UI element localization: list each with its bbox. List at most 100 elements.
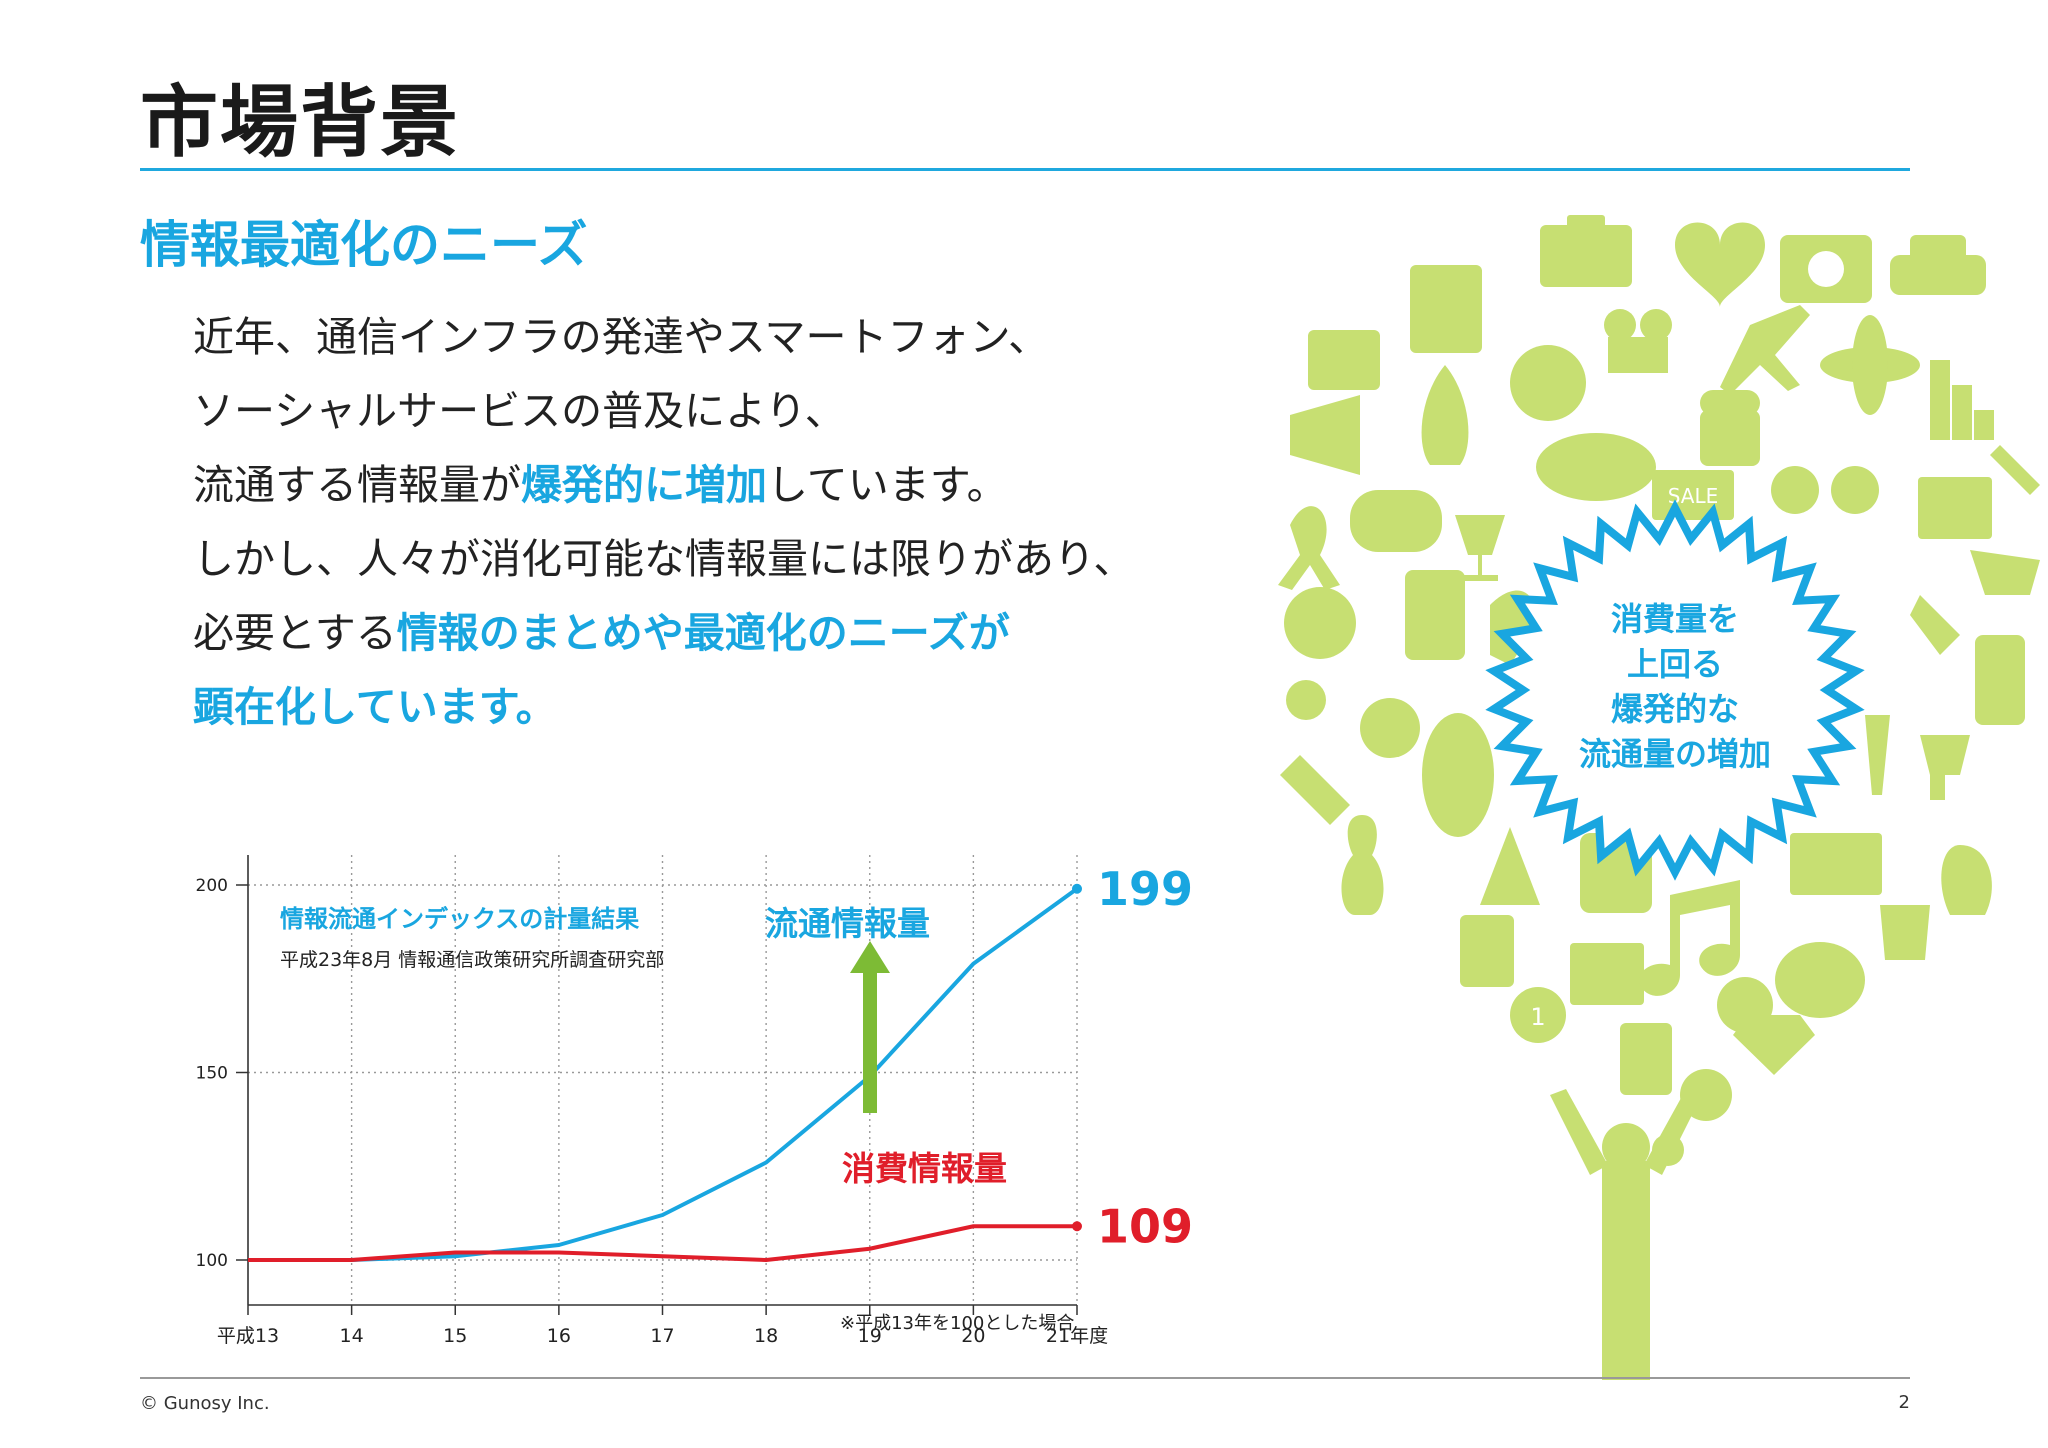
body-line-6: 顕在化しています。 [193,670,1134,744]
car-icon [1890,235,1986,295]
female-symbol-icon [1652,1134,1684,1166]
chart-svg: 100 150 200 平成13 14 15 16 17 18 19 20 21年度 情報流通インデッ… [196,845,1193,1347]
person-icon [1550,1089,1702,1381]
pen-icon [1280,755,1350,825]
rocket-icon [1421,365,1469,465]
palette-icon [1775,942,1865,1018]
bowling-pin-icon [1341,815,1384,915]
body-line-3-tail: しています。 [767,461,1008,509]
shopping-cart-icon [1970,550,2040,595]
sun-icon [1680,1069,1732,1121]
series-line [248,1224,1077,1262]
cutlery-icon [1865,715,1890,795]
body-text: 近年、通信インフラの発達やスマートフォン、 ソーシャルサービスの普及により、 流… [193,300,1134,744]
music-note-icon [1639,880,1740,996]
phone-icon [1975,635,2025,725]
football-icon [1536,433,1656,501]
icon-cloud: SALE [1278,215,2040,1381]
body-line-2: ソーシャルサービスの普及により、 [193,387,846,435]
x-tick-label: 19 [858,1325,882,1347]
burst-line-2: 上回る [1627,645,1723,683]
tennis-ball-icon [1360,698,1420,758]
billiard-ball-icon [1284,587,1356,659]
award-badge-number: 1 [1530,1003,1545,1031]
baby-icon [1941,845,1992,915]
burst-line-4: 流通量の増加 [1579,735,1771,773]
body-highlight-optimization-needs: 情報のまとめや最適化のニーズが [396,609,1010,657]
body-highlight-explosive-increase: 爆発的に増加 [521,461,767,509]
bicycle-icon [1771,466,1879,514]
award-badge-icon: 1 [1510,987,1566,1043]
footer-divider [140,1377,1910,1379]
burst-shape [1485,499,1865,881]
tv-icon [1308,330,1380,390]
series-end-point [1072,1221,1082,1232]
drink-icon [1620,1023,1672,1095]
information-index-chart: 100 150 200 平成13 14 15 16 17 18 19 20 21年度 情報流通インデッ… [180,845,1440,1375]
info-tree-illustration: SALE [1270,215,2048,1381]
page-title: 市場背景 [140,78,461,168]
male-symbol-icon [1286,680,1326,720]
series-end-point [1072,883,1082,894]
cup-icon [1880,905,1930,960]
x-tick-label: 16 [547,1325,571,1347]
body-line-3: 流通する情報量が爆発的に増加しています。 [193,448,1134,522]
atom-icon [1820,315,1920,415]
x-tick-label: 17 [650,1325,674,1347]
series-label-distribution: 流通情報量 [765,904,930,943]
growth-arrow-icon [850,941,890,1113]
diamond-icon [1733,1015,1815,1075]
x-tick-label: 平成13 [217,1325,279,1347]
tree-icon [1480,827,1540,905]
series-end-value-consumption: 109 [1097,1199,1193,1253]
trophy-icon [1920,735,1970,800]
title-divider [140,168,1910,171]
wine-glass-icon [1455,515,1505,581]
money-icon [1790,833,1882,895]
megaphone-icon [1290,395,1360,475]
burst-line-3: 爆発的な [1611,690,1739,728]
copyright: © Gunosy Inc. [140,1393,270,1414]
body-line-1: 近年、通信インフラの発達やスマートフォン、 [193,313,1050,361]
bar-chart-icon [1930,360,1994,440]
body-highlight-emerging: 顕在化しています。 [193,683,557,731]
y-tick-label: 150 [196,1064,228,1084]
airplane-icon [1720,305,1810,395]
beer-mug-icon [1460,915,1514,987]
x-tick-label: 20 [961,1325,985,1347]
burst-callout: 消費量を 上回る 爆発的な 流通量の増加 [1485,499,1865,881]
x-tick-label: 14 [340,1325,364,1347]
body-line-4: しかし、人々が消化可能な情報量には限りがあり、 [193,535,1135,583]
soccer-ball-icon [1510,345,1586,421]
series-label-consumption: 消費情報量 [842,1149,1007,1188]
y-tick-label: 200 [196,876,228,896]
gift-icon [1918,477,1992,539]
x-tick-label: 15 [443,1325,467,1347]
body-line-5-text: 必要とする [193,609,397,657]
sale-sign-icon: SALE [1652,470,1734,520]
chart-note: ※平成13年を100とした場合 [840,1313,1074,1334]
music-player-icon [1405,570,1465,660]
body-line-3-text: 流通する情報量が [193,461,521,509]
chart-axes: 100 150 200 平成13 14 15 16 17 18 19 20 21年度 [196,845,1108,1347]
camera-icon [1780,235,1872,303]
page-number: 2 [1898,1392,1910,1413]
photo-icon [1570,943,1644,1005]
briefcase-icon [1540,215,1632,287]
gamepad-icon [1350,490,1442,552]
heart-icon [1675,222,1765,307]
tools-icon [1990,445,2040,495]
info-tree-svg: SALE [1278,215,2040,1381]
y-tick-label: 100 [196,1251,228,1271]
chart-subtitle: 平成23年8月 情報通信政策研究所調査研究部 [280,949,664,971]
planet-icon [1422,713,1494,837]
android-icon [1700,390,1760,466]
x-tick-label: 18 [754,1325,778,1347]
movie-camera-icon [1604,309,1672,373]
chart-series [248,883,1082,1262]
chart-title: 情報流通インデックスの計量結果 [280,905,639,933]
ribbon-icon [1278,506,1340,590]
x-tick-label: 21年度 [1046,1325,1108,1347]
scooter-icon [1910,595,1960,655]
book-icon [1410,265,1482,353]
